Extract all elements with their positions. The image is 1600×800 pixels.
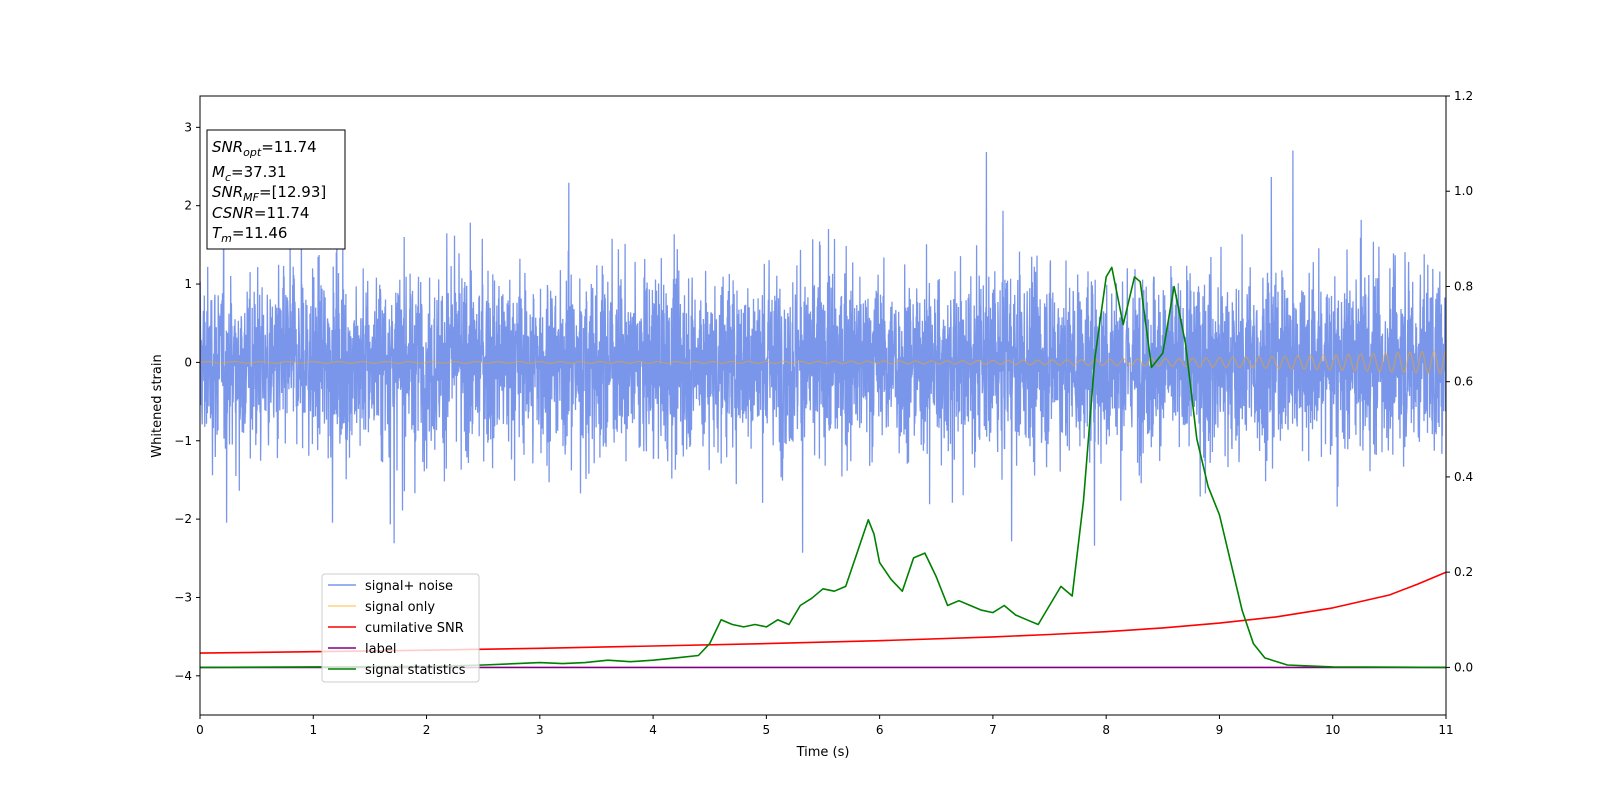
y-tick-label: 2 [184,199,192,213]
y-tick-label: 3 [184,120,192,134]
x-tick-label: 5 [763,723,771,737]
y-tick-label: 1 [184,277,192,291]
annotation-snr-mf: SNRMF=[12.93] [212,183,326,204]
annotation-box: SNRopt=11.74 Mc=37.31 SNRMF=[12.93] CSNR… [206,129,346,250]
legend-label-signal-noise: signal+ noise [365,579,453,594]
y-tick-label: −1 [174,434,192,448]
annotation-snr-opt: SNRopt=11.74 [212,138,317,159]
axes: 0 1 2 3 4 5 6 7 8 9 10 11 −4 −3 −2 −1 0 1 2 3 0.0 0.2 0.4 0.6 0.… [174,89,1473,737]
series-cumulative-snr-line [200,571,1446,654]
x-tick-label: 0 [196,723,204,737]
x-tick-label: 3 [536,723,544,737]
annotation-tm: Tm=11.46 [212,224,287,245]
x-tick-label: 1 [309,723,317,737]
plot-frame [199,95,1447,716]
legend-label-cumulative-snr: cumilative SNR [365,621,464,636]
y-tick-label: −4 [174,669,192,683]
y2-tick-label: 0.0 [1454,660,1473,674]
y2-tick-label: 1.2 [1454,89,1473,103]
x-tick-label: 2 [423,723,431,737]
x-tick-label: 9 [1216,723,1224,737]
y2-tick-label: 0.4 [1454,470,1473,484]
legend-label-label: label [365,642,396,657]
x-axis-label: Time (s) [796,745,850,760]
y2-tick-label: 0.2 [1454,565,1473,579]
y-tick-label: −2 [174,512,192,526]
x-tick-label: 11 [1438,723,1453,737]
y2-tick-label: 1.0 [1454,184,1473,198]
series-signal-only-line [200,350,1446,375]
y2-tick-label: 0.6 [1454,375,1473,389]
y2-tick-label: 0.8 [1454,279,1473,293]
series-signal-noise-line [200,150,1446,553]
y-axis-label: Whitened strain [150,354,165,457]
x-tick-label: 7 [989,723,997,737]
legend-box [321,573,480,683]
x-tick-label: 6 [876,723,884,737]
annotation-chirp-mass: Mc=37.31 [212,163,287,184]
x-tick-label: 10 [1325,723,1340,737]
y-tick-label: −3 [174,590,192,604]
y-tick-label: 0 [184,355,192,369]
x-tick-label: 8 [1102,723,1110,737]
legend-label-signal-only: signal only [365,600,435,615]
series-signal-statistics-line [200,266,1446,669]
legend: signal+ noise signal only cumilative SNR… [321,573,480,683]
legend-label-signal-statistics: signal statistics [365,663,466,678]
x-tick-label: 4 [649,723,657,737]
annotation-csnr: CSNR=11.74 [212,204,309,222]
